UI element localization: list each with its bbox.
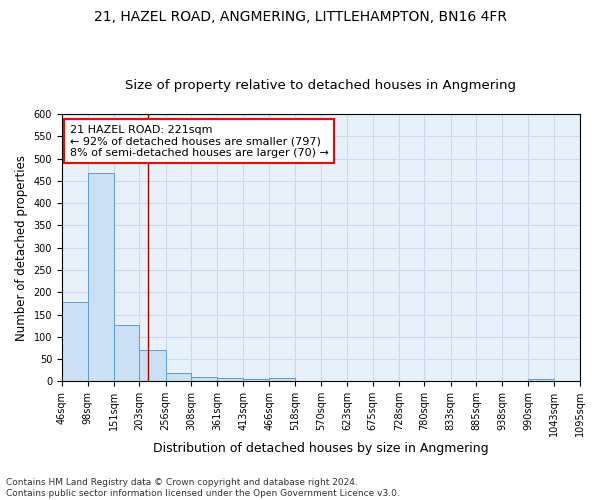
- Text: 21 HAZEL ROAD: 221sqm
← 92% of detached houses are smaller (797)
8% of semi-deta: 21 HAZEL ROAD: 221sqm ← 92% of detached …: [70, 124, 329, 158]
- Bar: [139, 350, 166, 382]
- Bar: [269, 378, 295, 382]
- Title: Size of property relative to detached houses in Angmering: Size of property relative to detached ho…: [125, 79, 517, 92]
- Y-axis label: Number of detached properties: Number of detached properties: [15, 154, 28, 340]
- Bar: [88, 174, 114, 382]
- Bar: [114, 325, 139, 382]
- Bar: [217, 378, 243, 382]
- Text: Contains HM Land Registry data © Crown copyright and database right 2024.
Contai: Contains HM Land Registry data © Crown c…: [6, 478, 400, 498]
- Bar: [191, 377, 217, 382]
- X-axis label: Distribution of detached houses by size in Angmering: Distribution of detached houses by size …: [153, 442, 489, 455]
- Bar: [528, 378, 554, 382]
- Bar: [166, 374, 191, 382]
- Bar: [243, 379, 269, 382]
- Bar: [62, 302, 88, 382]
- Text: 21, HAZEL ROAD, ANGMERING, LITTLEHAMPTON, BN16 4FR: 21, HAZEL ROAD, ANGMERING, LITTLEHAMPTON…: [94, 10, 506, 24]
